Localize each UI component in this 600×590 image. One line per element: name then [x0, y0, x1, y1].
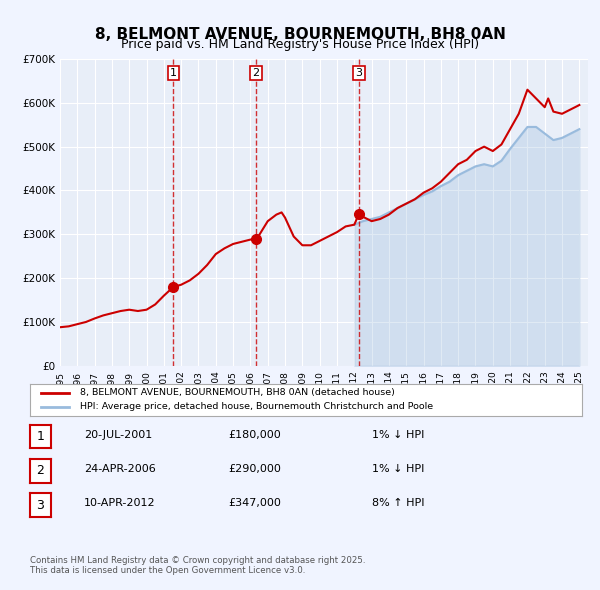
- Text: £347,000: £347,000: [228, 499, 281, 508]
- Text: 10-APR-2012: 10-APR-2012: [84, 499, 155, 508]
- Text: 8, BELMONT AVENUE, BOURNEMOUTH, BH8 0AN (detached house): 8, BELMONT AVENUE, BOURNEMOUTH, BH8 0AN …: [80, 388, 395, 397]
- Text: £180,000: £180,000: [228, 430, 281, 440]
- Text: 1: 1: [37, 430, 44, 443]
- Text: 24-APR-2006: 24-APR-2006: [84, 464, 156, 474]
- Text: 3: 3: [355, 68, 362, 78]
- Text: 2: 2: [252, 68, 259, 78]
- Text: 1% ↓ HPI: 1% ↓ HPI: [372, 464, 424, 474]
- Text: 1% ↓ HPI: 1% ↓ HPI: [372, 430, 424, 440]
- Text: 1: 1: [170, 68, 177, 78]
- Text: Contains HM Land Registry data © Crown copyright and database right 2025.
This d: Contains HM Land Registry data © Crown c…: [30, 556, 365, 575]
- Text: Price paid vs. HM Land Registry's House Price Index (HPI): Price paid vs. HM Land Registry's House …: [121, 38, 479, 51]
- Text: 8% ↑ HPI: 8% ↑ HPI: [372, 499, 425, 508]
- Text: 2: 2: [37, 464, 44, 477]
- Text: 8, BELMONT AVENUE, BOURNEMOUTH, BH8 0AN: 8, BELMONT AVENUE, BOURNEMOUTH, BH8 0AN: [95, 27, 505, 41]
- Text: 20-JUL-2001: 20-JUL-2001: [84, 430, 152, 440]
- Text: £290,000: £290,000: [228, 464, 281, 474]
- Text: HPI: Average price, detached house, Bournemouth Christchurch and Poole: HPI: Average price, detached house, Bour…: [80, 402, 433, 411]
- Text: 3: 3: [37, 499, 44, 512]
